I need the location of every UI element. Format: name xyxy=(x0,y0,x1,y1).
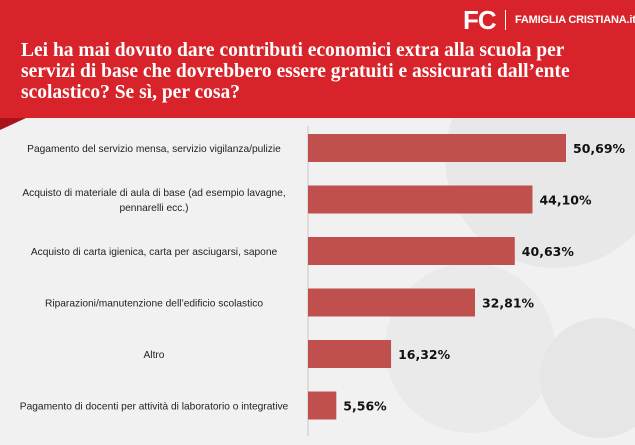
bar-6 xyxy=(308,391,337,420)
category-label-5: Altro xyxy=(144,350,165,361)
bar-1 xyxy=(308,134,566,162)
value-label-5: 16,32% xyxy=(398,347,451,362)
category-label-1: Pagamento del servizio mensa, servizio v… xyxy=(27,144,281,155)
category-label-2: Acquisto di materiale di aula di base (a… xyxy=(22,188,285,214)
header-fold-shadow xyxy=(0,118,26,130)
bar-2 xyxy=(308,185,533,214)
category-label-3: Acquisto di carta igienica, carta per as… xyxy=(31,247,278,258)
value-label-2: 44,10% xyxy=(539,193,592,208)
bar-4 xyxy=(308,288,475,317)
value-label-3: 40,63% xyxy=(522,244,575,259)
logo-text: FAMIGLIA CRISTIANA.it xyxy=(515,14,635,26)
value-label-4: 32,81% xyxy=(482,296,535,311)
logo-mark: FC xyxy=(463,5,497,35)
bar-chart: 50,69% Pagamento del servizio mensa, serv… xyxy=(20,126,626,436)
value-label-1: 50,69% xyxy=(573,141,626,156)
bar-3 xyxy=(308,237,515,265)
value-label-6: 5,56% xyxy=(343,399,387,414)
category-label-6: Pagamento di docenti per attività di lab… xyxy=(20,402,289,413)
logo-divider xyxy=(505,10,506,30)
header-banner: FC FAMIGLIA CRISTIANA.it Lei ha mai dovu… xyxy=(0,0,635,118)
category-label-4: Riparazioni/manutenzione dell’edificio s… xyxy=(45,299,263,310)
chart-title: Lei ha mai dovuto dare contributi econom… xyxy=(21,40,570,103)
bar-5 xyxy=(308,340,392,368)
